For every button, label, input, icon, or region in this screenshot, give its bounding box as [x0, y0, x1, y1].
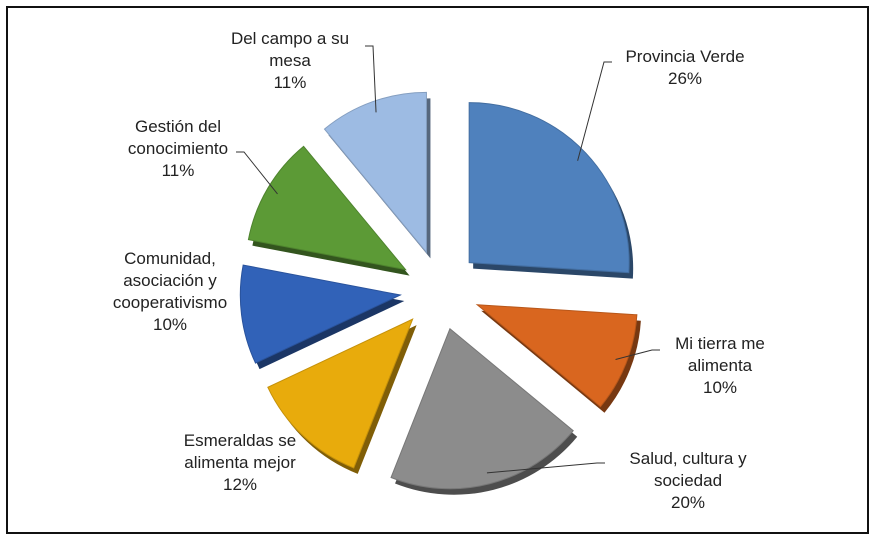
value-label: 26%	[667, 69, 703, 88]
slice	[239, 264, 402, 364]
chart-frame	[6, 6, 869, 534]
value-label: 10%	[702, 378, 738, 397]
slice	[475, 304, 638, 408]
leader-line	[236, 151, 278, 195]
slice	[267, 318, 414, 469]
category-label: Comunidad, asociación y cooperativismo	[112, 249, 228, 312]
slice	[247, 145, 407, 271]
slice-label: Salud, cultura y sociedad 20%	[613, 448, 763, 514]
leader-line	[486, 462, 605, 474]
slice	[468, 102, 630, 274]
slice-label: Esmeraldas se alimenta mejor 12%	[165, 430, 315, 496]
category-label: Mi tierra me alimenta	[675, 334, 765, 375]
category-label: Provincia Verde	[625, 47, 745, 66]
category-label: Salud, cultura y sociedad	[629, 449, 747, 490]
slice	[323, 91, 427, 254]
value-label: 11%	[161, 161, 195, 180]
slice-label: Del campo a su mesa 11%	[223, 28, 358, 94]
slice-label: Gestión del conocimiento 11%	[118, 116, 238, 182]
value-label: 11%	[273, 73, 307, 92]
value-label: 20%	[670, 493, 706, 512]
leader-line	[577, 61, 612, 161]
slice-label: Mi tierra me alimenta 10%	[660, 333, 780, 399]
category-label: Esmeraldas se alimenta mejor	[183, 431, 297, 472]
category-label: Gestión del conocimiento	[127, 117, 229, 158]
category-label: Del campo a su mesa	[230, 29, 350, 70]
value-label: 12%	[222, 475, 258, 494]
value-label: 10%	[152, 315, 188, 334]
slice	[390, 327, 574, 490]
slice-label: Comunidad, asociación y cooperativismo 10…	[95, 248, 245, 336]
slice-label: Provincia Verde 26%	[585, 46, 785, 90]
leader-line	[365, 45, 377, 113]
leader-line	[615, 349, 660, 360]
